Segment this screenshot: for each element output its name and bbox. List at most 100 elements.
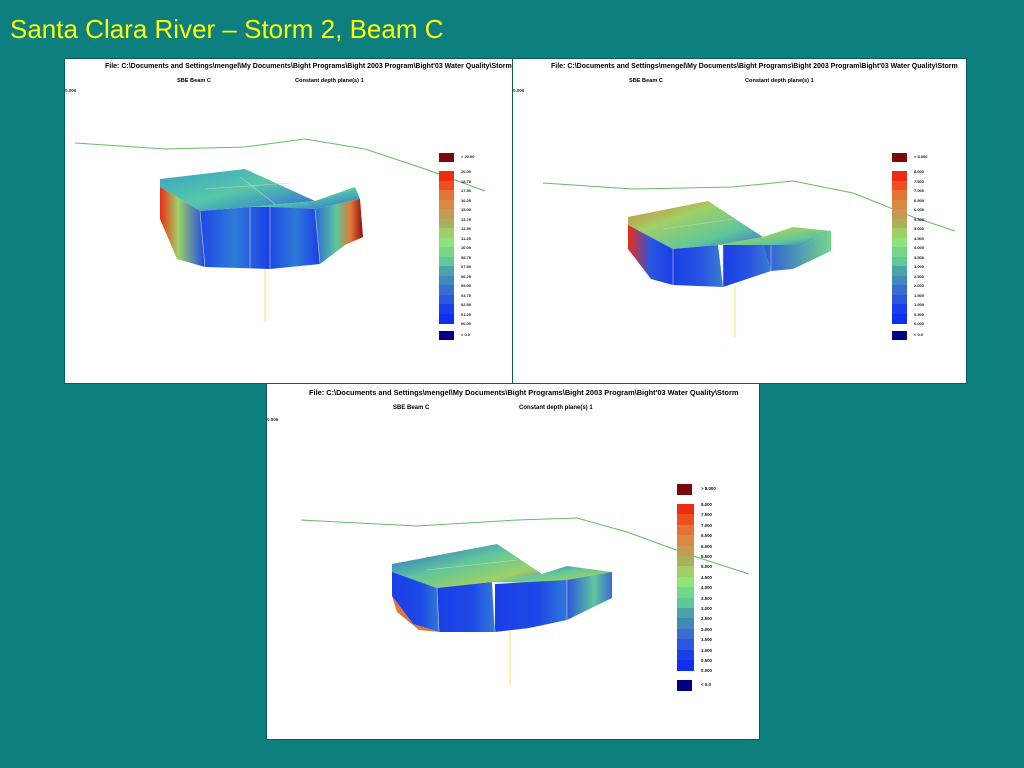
legend-color-band [892, 209, 907, 219]
legend-color-band [439, 190, 454, 200]
legend-tick-label: 3.000 [914, 264, 925, 269]
legend-tick-label: 0.500 [701, 658, 712, 663]
legend-color-band [677, 660, 694, 671]
legend-tick-label: 7.500 [701, 512, 712, 518]
volume-mid-face [723, 245, 771, 287]
legend-over-label: > 8.000 [701, 486, 716, 491]
file-path-label: File: C:\Documents and Settings\mengel\M… [309, 388, 739, 397]
legend-tick-label: 3.500 [914, 254, 925, 260]
legend-color-band [677, 639, 694, 651]
legend-tick-label: 10.00 [461, 245, 472, 250]
legend-tick-label: 07.50 [461, 264, 472, 269]
legend-over-label: > 20.00 [461, 154, 475, 159]
legend-color-band [892, 313, 907, 324]
legend-color-band [892, 247, 907, 257]
legend-tick-label: 4.000 [914, 245, 925, 250]
volume-mid-face [495, 580, 567, 632]
legend-color-band [439, 285, 454, 295]
beam-label: SBE Beam C [629, 78, 663, 84]
volume-front-face [437, 582, 495, 632]
depth-plane-label: Constant depth plane(s) 1 [745, 78, 814, 84]
corner-tag: 0.006 [65, 88, 77, 93]
volume-top [392, 544, 542, 588]
legend-color-band [892, 228, 907, 238]
legend-color-band [677, 576, 694, 588]
legend-tick-label: 06.25 [461, 273, 472, 279]
legend-tick-label: 18.75 [461, 178, 472, 184]
legend-color-band [439, 209, 454, 219]
legend-tick-label: 0.500 [914, 311, 925, 317]
plot-panel-1: File: C:\Documents and Settings\mengel\M… [64, 58, 514, 384]
legend-tick-label: 4.000 [701, 585, 712, 591]
legend-tick-label: 6.500 [914, 197, 925, 203]
legend-tick-label: 00.00 [461, 321, 472, 326]
legend-color-band [677, 545, 694, 557]
legend-over-swatch [892, 153, 907, 162]
coastline [542, 180, 956, 232]
legend-tick-label: 01.25 [461, 311, 472, 317]
plot-panel-3: File: C:\Documents and Settings\mengel\M… [266, 383, 760, 740]
beam-label: SBE Beam C [177, 78, 211, 84]
legend-under-label: < 0.0 [461, 332, 471, 337]
legend-tick-label: 1.500 [914, 292, 925, 298]
legend-color-band [892, 266, 907, 276]
legend-color-band [439, 294, 454, 305]
legend-under-swatch [439, 331, 454, 340]
legend-under-swatch [677, 680, 692, 691]
legend-color-band [677, 608, 694, 619]
volume-top-right [718, 227, 831, 245]
legend-tick-label: 8.000 [701, 502, 712, 507]
depth-plane-label: Constant depth plane(s) 1 [295, 78, 364, 84]
volume-render-2 [542, 180, 956, 337]
legend-color-band [677, 587, 694, 599]
slide-title: Santa Clara River – Storm 2, Beam C [10, 14, 444, 44]
legend-color-band [892, 199, 907, 210]
legend-color-band [677, 504, 694, 515]
legend-color-band [439, 313, 454, 324]
legend-tick-label: 7.000 [914, 188, 925, 193]
legend-color-band [439, 218, 454, 229]
plot-panel-2: File: C:\Documents and Settings\mengel\M… [512, 58, 967, 384]
volume-right-face [567, 572, 612, 620]
volume-top-right [250, 187, 360, 209]
legend-tick-label: 03.75 [461, 292, 472, 298]
legend-tick-label: 5.500 [914, 216, 925, 222]
file-path-label: File: C:\Documents and Settings\mengel\M… [105, 63, 512, 70]
volume-left-face [160, 187, 205, 267]
legend-under-label: < 0.0 [701, 682, 711, 687]
legend-over-swatch [677, 484, 692, 495]
legend-tick-label: 0.000 [701, 668, 712, 674]
coastline [74, 138, 486, 192]
legend-tick-label: 7.500 [914, 178, 925, 184]
legend-color-band [439, 266, 454, 276]
legend-tick-label: 1.500 [701, 637, 712, 643]
legend-tick-label: 2.000 [914, 283, 925, 288]
volume-bottom-edge [392, 596, 439, 632]
legend-color-band [677, 535, 694, 547]
legend-tick-label: 5.000 [701, 564, 712, 570]
volume-left-face [628, 225, 673, 285]
legend-tick-label: 3.500 [701, 595, 712, 601]
legend-tick-label: 02.50 [461, 302, 472, 307]
legend-color-band [892, 180, 907, 191]
volume-render-1 [74, 138, 486, 321]
legend-color-band [892, 275, 907, 286]
file-path-label: File: C:\Documents and Settings\mengel\M… [551, 63, 958, 70]
volume-top [160, 169, 315, 211]
legend-color-band [892, 190, 907, 200]
legend-tick-label: 6.500 [701, 533, 712, 539]
corner-tag: 0.006 [513, 88, 525, 93]
legend-color-band [439, 171, 454, 181]
legend-color-band [892, 285, 907, 295]
legend-tick-label: 5.500 [701, 554, 712, 559]
volume-top [628, 201, 763, 249]
volume-right-face [315, 199, 363, 264]
legend-tick-label: 13.75 [461, 216, 472, 222]
legend-over-label: > 8.000 [914, 154, 928, 159]
legend-color-band [677, 556, 694, 567]
volume-right-face [763, 231, 831, 271]
legend-color-band [677, 514, 694, 526]
depth-plane-label: Constant depth plane(s) 1 [519, 405, 593, 411]
volume-mid-face [270, 207, 320, 269]
legend-over-swatch [439, 153, 454, 162]
